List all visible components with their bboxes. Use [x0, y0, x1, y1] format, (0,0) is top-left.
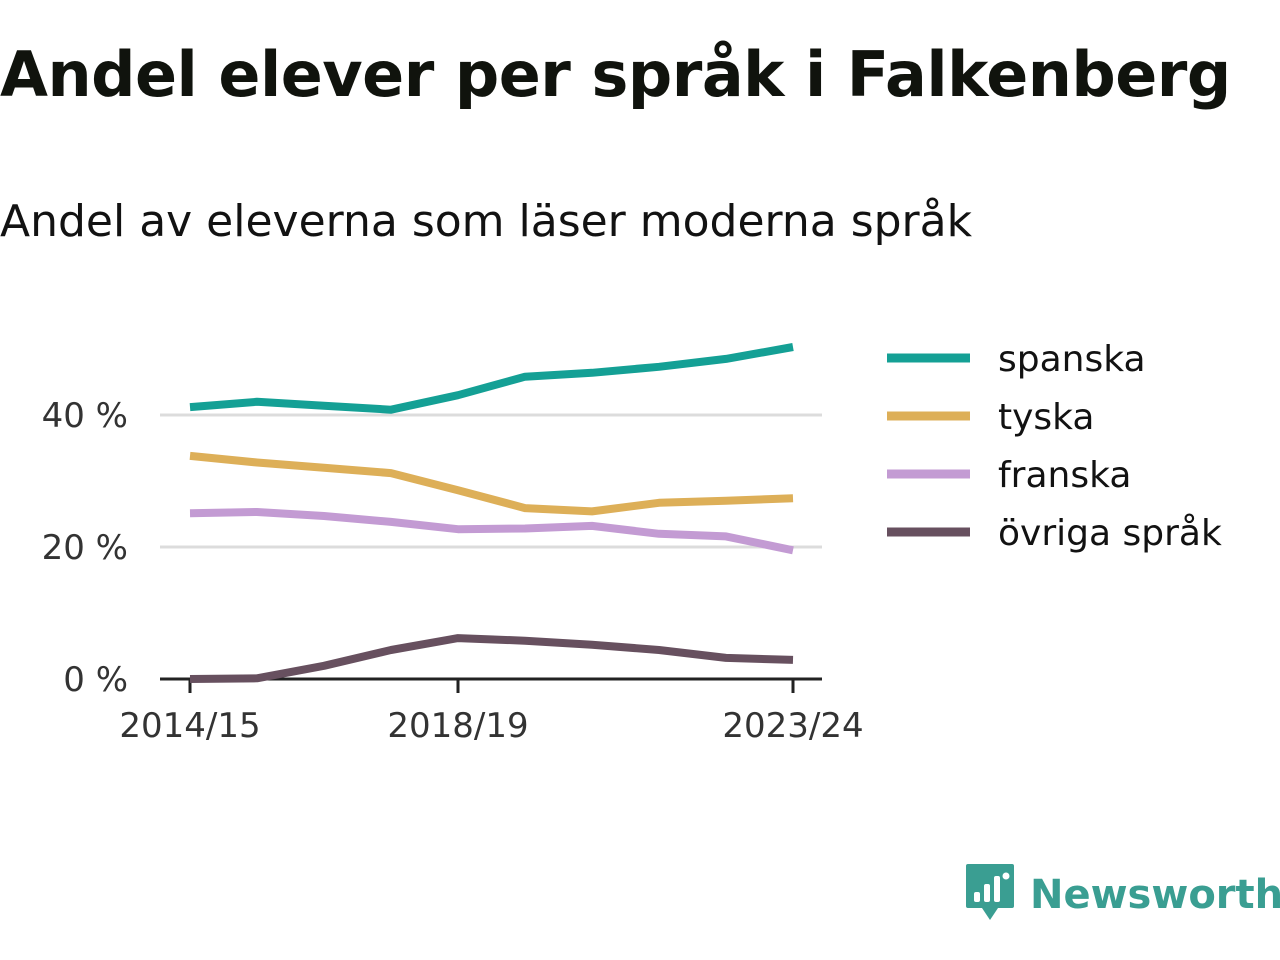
- gridlines: [160, 413, 822, 549]
- brand-name: Newsworthy: [1030, 872, 1280, 918]
- x-tick-label: 2023/24: [722, 706, 863, 746]
- legend-label: franska: [998, 455, 1131, 496]
- legend-label: tyska: [998, 397, 1094, 438]
- series-line: [189, 508, 794, 555]
- legend: spanska tyska franska övriga språk: [887, 339, 1222, 554]
- series-line: [189, 451, 794, 516]
- axes: 0 % 20 % 40 % 2014/15 2018/19 2023/24: [42, 396, 864, 746]
- legend-label: övriga språk: [998, 513, 1222, 554]
- x-tick-label: 2018/19: [387, 706, 528, 746]
- y-tick-label: 20 %: [42, 528, 128, 568]
- series-lines: [189, 343, 794, 683]
- x-tick-label: 2014/15: [119, 706, 260, 746]
- chart-subtitle: Andel av eleverna som läser moderna språ…: [0, 196, 973, 247]
- page-title: Andel elever per språk i Falkenberg: [0, 38, 1231, 111]
- brand-logo: Newsworthy: [964, 864, 1280, 926]
- y-tick-label: 0 %: [63, 660, 128, 700]
- series-line: [189, 634, 794, 683]
- series-line: [189, 343, 794, 414]
- legend-label: spanska: [998, 339, 1146, 380]
- newsworthy-logo-icon: [964, 862, 1016, 928]
- y-tick-label: 40 %: [42, 396, 128, 436]
